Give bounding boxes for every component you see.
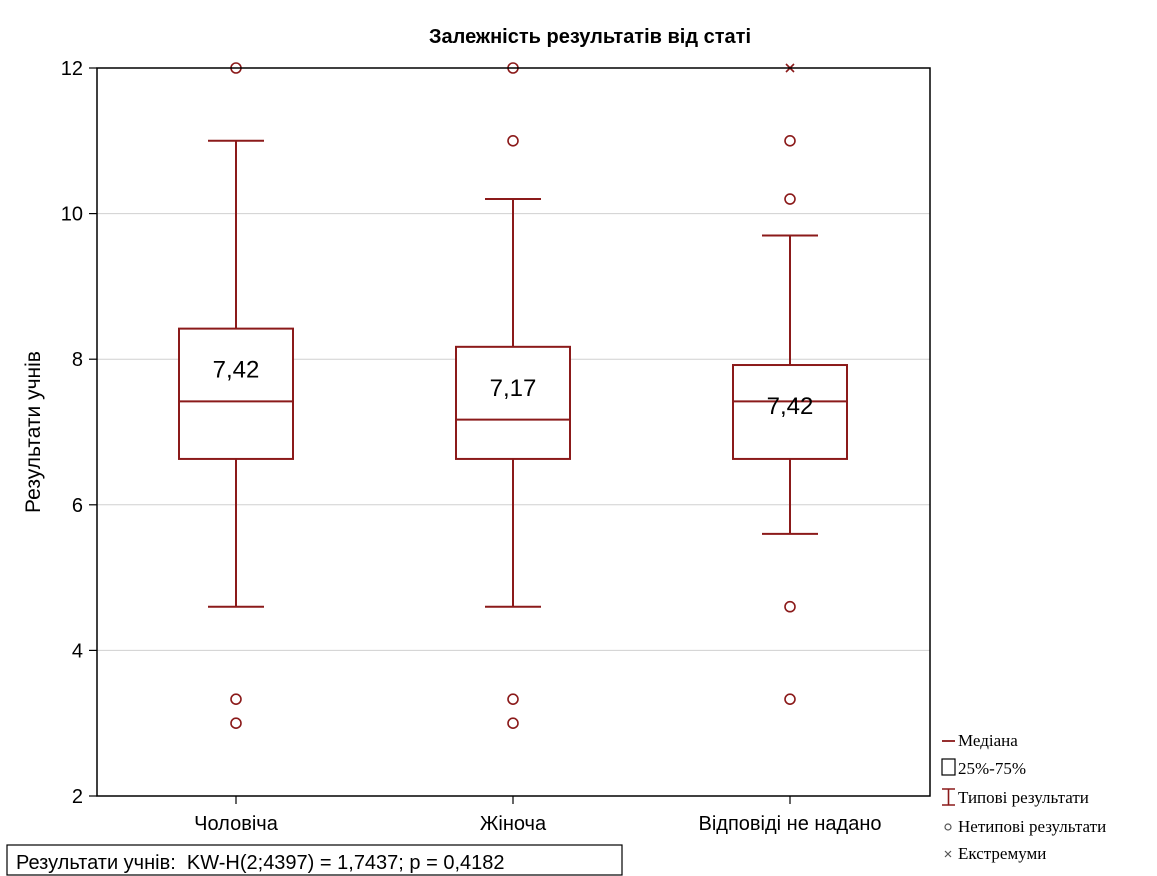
stats-box-frame <box>6 844 623 876</box>
legend-item: 25%-75% <box>941 758 1026 778</box>
median-label: 7,42 <box>213 357 260 384</box>
legend-item: Медіана <box>942 731 1018 750</box>
legend-whisker-symbol <box>942 788 955 806</box>
outlier-point <box>230 717 242 730</box>
outlier-point <box>784 193 796 205</box>
outlier-point <box>507 135 519 147</box>
y-tick-label: 8 <box>72 349 83 371</box>
y-tick-label: 2 <box>72 786 83 808</box>
box-group: 7,42 <box>732 63 848 705</box>
x-tick-label: Відповіді не надано <box>699 813 882 835</box>
outlier-point <box>230 693 242 705</box>
y-tick-label: 6 <box>72 495 83 517</box>
chart-title: Залежність результатів від статі <box>429 26 751 48</box>
stats-box: Результати учнів: KW-H(2;4397) = 1,7437;… <box>6 844 623 876</box>
legend-label: 25%-75% <box>958 759 1026 778</box>
x-tick-label: Жіноча <box>480 813 547 835</box>
x-tick-label: Чоловіча <box>194 813 279 835</box>
stats-text: Результати учнів: KW-H(2;4397) = 1,7437;… <box>16 852 505 874</box>
legend-label: Екстремуми <box>958 844 1046 863</box>
y-tick-label: 4 <box>72 640 83 662</box>
iqr-box <box>455 345 571 460</box>
box-plots: 7,42 7,17 7,42 <box>178 62 848 730</box>
outlier-point <box>784 600 796 613</box>
y-axis-label: Результати учнів <box>22 351 45 513</box>
box-group: 7,42 <box>178 62 294 730</box>
y-tick-label: 12 <box>61 58 83 80</box>
outlier-point <box>784 135 796 147</box>
legend: Медіана 25%-75% Типові результати Нетипові … <box>941 731 1106 863</box>
legend-label: Медіана <box>958 731 1018 750</box>
y-tick-label: 10 <box>61 204 83 226</box>
legend-label: Нетипові результати <box>958 817 1106 836</box>
median-label: 7,42 <box>767 393 814 420</box>
iqr-box <box>178 327 294 460</box>
outlier-point <box>507 693 519 705</box>
legend-item: Типові результати <box>942 788 1089 807</box>
box-group: 7,17 <box>455 62 571 730</box>
iqr-box <box>732 364 848 460</box>
legend-item: Нетипові результати <box>944 817 1106 836</box>
median-label: 7,17 <box>490 375 537 402</box>
legend-outlier-symbol <box>944 823 952 831</box>
axes: 2 4 6 8 10 12 Чоловіча Жіноча Відповіді не надан… <box>61 58 882 835</box>
legend-label: Типові результати <box>958 788 1089 807</box>
legend-extreme-symbol <box>944 850 952 858</box>
legend-box-symbol <box>941 758 956 776</box>
legend-item: Екстремуми <box>944 844 1046 863</box>
outlier-point <box>784 693 796 705</box>
outlier-point <box>507 717 519 730</box>
